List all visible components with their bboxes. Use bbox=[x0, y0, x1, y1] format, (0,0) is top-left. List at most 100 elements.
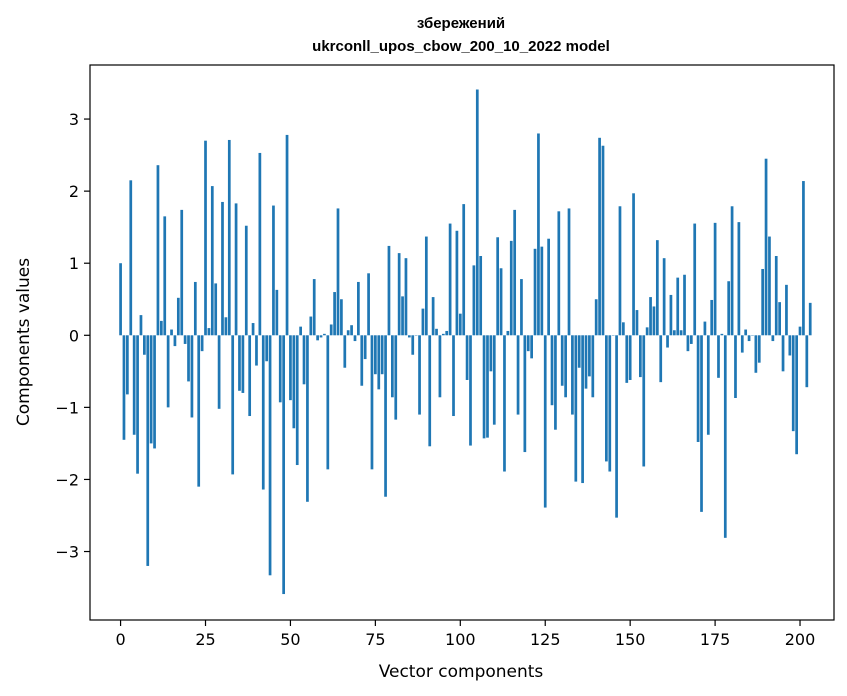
bar bbox=[292, 335, 296, 429]
bar bbox=[350, 325, 353, 336]
bar bbox=[207, 328, 211, 336]
bar bbox=[224, 317, 228, 336]
bar bbox=[278, 335, 282, 403]
bar bbox=[533, 248, 537, 336]
bar bbox=[445, 330, 449, 336]
bar bbox=[489, 335, 493, 372]
bar bbox=[503, 335, 506, 472]
bar bbox=[340, 299, 343, 336]
bar bbox=[781, 335, 785, 372]
bar bbox=[523, 335, 527, 453]
bar bbox=[295, 335, 299, 466]
bar bbox=[146, 335, 150, 566]
bar bbox=[251, 323, 255, 336]
bar bbox=[486, 335, 489, 438]
bar bbox=[805, 335, 809, 388]
bar bbox=[391, 335, 394, 398]
bar bbox=[557, 211, 561, 336]
bar bbox=[126, 335, 129, 395]
bar bbox=[710, 299, 714, 336]
bar bbox=[649, 297, 652, 336]
bar bbox=[143, 335, 146, 355]
bar bbox=[666, 335, 669, 348]
bar bbox=[469, 335, 472, 446]
bar bbox=[703, 321, 707, 336]
bar bbox=[357, 281, 360, 336]
y-tick-label: 2 bbox=[69, 182, 79, 201]
bar bbox=[309, 316, 313, 336]
bar bbox=[336, 208, 340, 336]
bar bbox=[302, 335, 306, 385]
x-tick-label: 200 bbox=[785, 630, 816, 649]
bar bbox=[139, 315, 143, 336]
bar bbox=[363, 335, 367, 360]
bar bbox=[802, 181, 805, 336]
chart-title-line1: збережений bbox=[417, 15, 505, 32]
bar bbox=[791, 335, 795, 432]
bar bbox=[197, 335, 201, 487]
bar bbox=[506, 330, 510, 336]
x-tick-label: 125 bbox=[530, 630, 561, 649]
bar bbox=[605, 335, 608, 462]
bar bbox=[299, 326, 302, 336]
bar bbox=[679, 330, 683, 336]
bar bbox=[499, 268, 503, 336]
bar bbox=[346, 330, 350, 336]
bar bbox=[418, 335, 421, 415]
y-tick-label: 3 bbox=[69, 110, 79, 129]
bar bbox=[530, 335, 533, 359]
bar bbox=[526, 335, 530, 352]
bar bbox=[180, 209, 184, 336]
bar bbox=[275, 289, 279, 336]
bar bbox=[744, 329, 748, 336]
bar bbox=[672, 330, 676, 336]
bar bbox=[659, 335, 663, 383]
x-tick-label: 0 bbox=[115, 630, 125, 649]
bar bbox=[221, 201, 224, 336]
bar bbox=[683, 274, 686, 336]
y-tick-label: −2 bbox=[55, 470, 79, 489]
bar bbox=[591, 335, 595, 398]
bar bbox=[462, 204, 466, 336]
bar bbox=[435, 328, 438, 336]
x-tick-label: 150 bbox=[615, 630, 646, 649]
bar bbox=[285, 134, 289, 336]
bar bbox=[431, 297, 435, 336]
bar bbox=[323, 333, 326, 336]
bar bbox=[122, 335, 126, 440]
bar bbox=[190, 335, 194, 418]
bar bbox=[268, 335, 272, 576]
bar bbox=[571, 335, 574, 415]
y-tick-label: 0 bbox=[69, 326, 79, 345]
bar bbox=[272, 205, 275, 336]
bar bbox=[452, 335, 455, 417]
bar bbox=[333, 292, 336, 336]
x-tick-label: 100 bbox=[445, 630, 476, 649]
bar bbox=[204, 140, 207, 336]
bar bbox=[370, 335, 374, 470]
bar bbox=[261, 335, 265, 490]
bar bbox=[411, 335, 415, 355]
bar bbox=[700, 335, 703, 512]
bar bbox=[727, 281, 731, 336]
bar bbox=[689, 335, 693, 344]
bar bbox=[798, 326, 802, 336]
y-tick-label: −1 bbox=[55, 398, 79, 417]
bar bbox=[734, 335, 737, 398]
bar bbox=[166, 335, 170, 408]
bar bbox=[778, 302, 781, 336]
y-tick-label: −3 bbox=[55, 543, 79, 562]
bar bbox=[785, 284, 788, 336]
bar bbox=[618, 206, 622, 336]
y-tick-label: 1 bbox=[69, 254, 79, 273]
bar bbox=[588, 335, 591, 377]
bar bbox=[353, 335, 357, 342]
bar bbox=[768, 236, 771, 336]
bar bbox=[720, 333, 724, 336]
bar bbox=[170, 329, 173, 336]
bar bbox=[438, 335, 442, 398]
bar bbox=[639, 335, 642, 378]
bar bbox=[754, 335, 758, 373]
bar bbox=[642, 335, 646, 467]
